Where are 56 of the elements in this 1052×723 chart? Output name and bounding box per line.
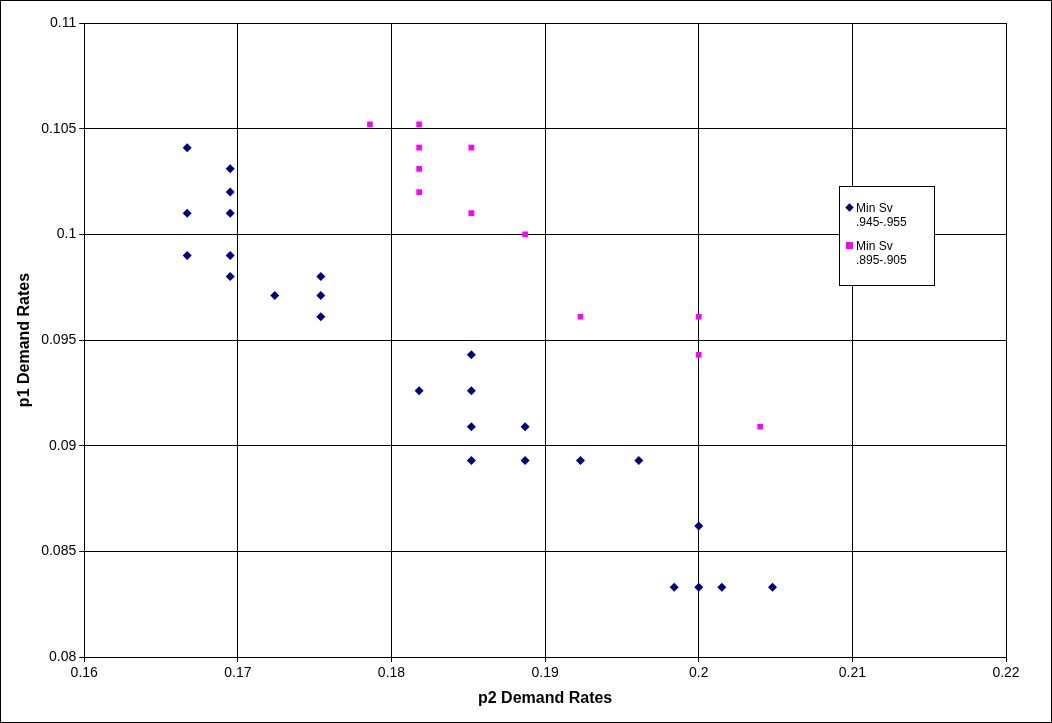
x-tick-label: 0.18 — [377, 664, 406, 681]
point — [182, 143, 192, 153]
y-tick-label: 0.08 — [48, 647, 77, 664]
x-tick-label: 0.16 — [70, 664, 99, 681]
point — [468, 144, 475, 151]
x-tick-label: 0.21 — [838, 664, 867, 681]
point — [466, 422, 476, 432]
point — [182, 250, 192, 260]
point — [694, 521, 704, 531]
point — [520, 455, 530, 465]
x-tick-label: 0.19 — [531, 664, 559, 681]
point — [669, 582, 679, 592]
point — [634, 455, 644, 465]
point — [416, 144, 422, 151]
point — [225, 187, 235, 197]
point — [225, 208, 235, 218]
y-tick-label: 0.105 — [41, 119, 77, 136]
point — [757, 423, 764, 430]
point — [522, 231, 528, 238]
x-tick-label: 0.22 — [992, 664, 1020, 681]
point — [416, 121, 422, 128]
point — [575, 455, 585, 465]
point — [466, 386, 476, 396]
point — [466, 455, 476, 465]
x-tick-label: 0.2 — [689, 664, 709, 681]
point — [225, 164, 235, 174]
y-tick-label: 0.09 — [48, 436, 77, 453]
point — [225, 272, 235, 282]
point — [695, 351, 702, 358]
x-axis-title: p2 Demand Rates — [477, 688, 613, 706]
point — [577, 313, 584, 320]
y-tick-label: 0.1 — [56, 225, 77, 242]
point — [367, 121, 373, 128]
point — [694, 582, 704, 592]
y-tick-label: 0.085 — [41, 542, 77, 559]
point — [316, 291, 326, 301]
point — [225, 250, 235, 260]
point — [416, 165, 422, 172]
point — [767, 582, 777, 592]
y-tick-label: 0.095 — [41, 330, 77, 347]
point — [466, 350, 476, 360]
point — [717, 582, 727, 592]
point — [520, 422, 530, 432]
point — [316, 272, 326, 282]
point — [695, 313, 702, 320]
point — [182, 208, 192, 218]
point — [316, 312, 326, 322]
point — [270, 291, 280, 301]
y-axis-title: p1 Demand Rates — [15, 272, 33, 408]
y-tick-label: 0.11 — [50, 13, 77, 30]
point — [414, 386, 424, 396]
legend-label: Min Sv .945-.955 — [856, 201, 908, 229]
point — [416, 189, 422, 195]
legend-label: Min Sv .895-.905 — [856, 239, 908, 267]
x-tick-label: 0.17 — [224, 664, 252, 681]
point — [468, 210, 475, 217]
